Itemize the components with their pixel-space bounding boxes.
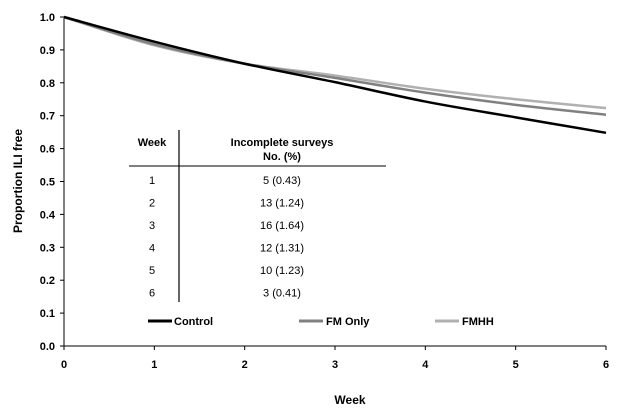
- series-line-control: [63, 15, 607, 135]
- series-line-fm-only: [63, 15, 607, 116]
- inset-table: Week Incomplete surveys No. (%) 1 5 (0.43…: [129, 130, 386, 302]
- y-axis-ticks: 0.0 0.1 0.2 0.3 0.4 0.5 0.6 0.7 0.8 0.9 1.0: [40, 12, 64, 353]
- y-tick-label: 0.0: [40, 341, 55, 353]
- table-cell-incomplete: 12 (1.31): [260, 243, 304, 255]
- table-rows: 1 5 (0.43) 2 13 (1.24) 3 16 (1.64) 4 12 (1.31) 5…: [149, 175, 304, 300]
- y-tick-label: 0.4: [40, 209, 56, 221]
- table-cell-week: 6: [149, 288, 155, 300]
- x-tick-label: 1: [151, 359, 157, 371]
- y-tick-label: 0.7: [40, 111, 55, 123]
- x-axis-ticks: 0 1 2 3 4 5 6: [61, 346, 609, 371]
- legend-label-fmhh: FMHH: [462, 316, 494, 328]
- series-line-fmhh: [63, 15, 607, 110]
- table-header-no-pct: No. (%): [263, 151, 301, 163]
- table-header-week: Week: [138, 137, 167, 149]
- legend: Control FM Only FMHH: [148, 316, 494, 328]
- y-tick-label: 1.0: [40, 12, 55, 24]
- table-cell-week: 5: [149, 265, 155, 277]
- legend-label-fm-only: FM Only: [326, 316, 370, 328]
- x-axis-title: Week: [334, 393, 365, 407]
- table-cell-incomplete: 10 (1.23): [260, 265, 304, 277]
- table-cell-week: 3: [149, 220, 155, 232]
- x-tick-label: 4: [422, 359, 429, 371]
- table-cell-week: 2: [149, 198, 155, 210]
- table-cell-week: 4: [149, 243, 155, 255]
- table-cell-incomplete: 5 (0.43): [263, 175, 301, 187]
- table-header-incomplete: Incomplete surveys: [231, 137, 334, 149]
- table-cell-incomplete: 3 (0.41): [263, 288, 301, 300]
- x-tick-label: 6: [603, 359, 609, 371]
- x-tick-label: 2: [242, 359, 248, 371]
- y-tick-label: 0.5: [40, 177, 55, 189]
- y-tick-label: 0.2: [40, 275, 55, 287]
- series-layer: [63, 15, 607, 135]
- y-tick-label: 0.8: [40, 78, 55, 90]
- x-tick-label: 0: [61, 359, 67, 371]
- y-tick-label: 0.6: [40, 144, 55, 156]
- table-cell-incomplete: 13 (1.24): [260, 198, 304, 210]
- y-tick-label: 0.9: [40, 45, 55, 57]
- table-cell-incomplete: 16 (1.64): [260, 220, 304, 232]
- x-tick-label: 5: [513, 359, 519, 371]
- y-axis-title: Proportion ILI free: [11, 129, 25, 233]
- y-tick-label: 0.3: [40, 242, 55, 254]
- y-tick-label: 0.1: [40, 308, 55, 320]
- legend-label-control: Control: [174, 316, 213, 328]
- table-cell-week: 1: [149, 175, 155, 187]
- x-tick-label: 3: [332, 359, 338, 371]
